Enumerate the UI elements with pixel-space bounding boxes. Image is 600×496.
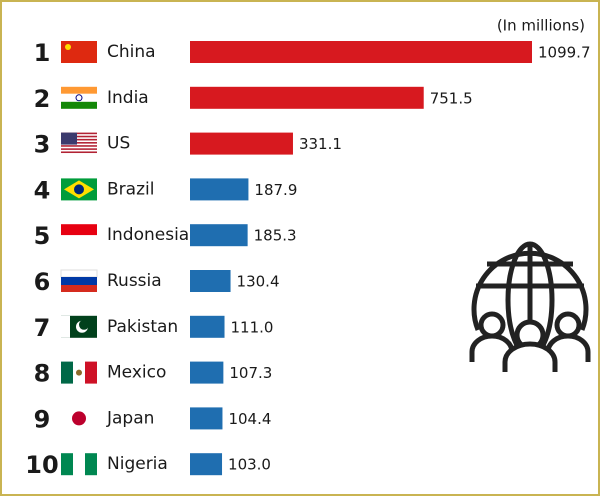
flag-icon	[61, 41, 97, 63]
bar	[190, 178, 249, 201]
flag-band	[61, 453, 73, 476]
value-label: 104.4	[228, 410, 271, 428]
flag-icon	[61, 86, 97, 109]
rank-label: 10	[25, 451, 58, 479]
category-label: China	[107, 42, 156, 62]
flag-star	[65, 44, 71, 50]
bar	[190, 315, 225, 338]
flag-stripe	[61, 138, 97, 141]
flag-icon	[60, 269, 98, 292]
flag-canton	[61, 132, 77, 145]
category-label: Brazil	[107, 179, 154, 199]
value-label: 187.9	[254, 181, 297, 199]
value-label: 103.0	[228, 456, 271, 474]
flag-band	[85, 453, 97, 476]
rank-label: 8	[34, 360, 51, 388]
flag-sun	[72, 411, 86, 426]
globe-icon	[469, 241, 591, 372]
rank-label: 5	[34, 222, 51, 250]
value-label: 751.5	[430, 89, 473, 107]
category-label: US	[107, 134, 130, 154]
flag-icon	[61, 224, 97, 247]
bar	[190, 132, 293, 155]
flag-band	[85, 361, 97, 384]
flag-hoist	[61, 315, 70, 338]
rank-label: 2	[34, 85, 51, 113]
unit-label: (In millions)	[497, 17, 585, 35]
flag-icon	[61, 407, 97, 430]
flag-band	[61, 86, 97, 94]
flag-band	[61, 361, 73, 384]
flag-band	[61, 101, 97, 109]
flag-emblem	[76, 369, 82, 376]
flag-band	[61, 93, 97, 102]
category-label: Nigeria	[107, 454, 168, 474]
category-label: Pakistan	[107, 317, 178, 337]
flag-stripe	[61, 132, 97, 135]
value-label: 111.0	[231, 318, 274, 336]
flag-stripe	[61, 145, 97, 147]
flag-band	[73, 453, 85, 476]
value-label: 1099.7	[538, 44, 591, 62]
flag-band	[61, 277, 97, 285]
rank-label: 7	[34, 314, 51, 342]
flag-stripe	[61, 135, 97, 138]
bar	[190, 224, 248, 247]
flag-icon	[61, 315, 97, 338]
flag-icon	[61, 132, 97, 154]
category-label: India	[107, 88, 149, 108]
bar	[190, 270, 231, 292]
flag-band	[61, 235, 97, 247]
flag-moon-cut	[79, 319, 89, 330]
value-label: 185.3	[254, 227, 297, 245]
rank-label: 1	[34, 39, 51, 67]
bar	[190, 407, 223, 430]
flag-stripe	[61, 148, 97, 150]
flag-band	[61, 224, 97, 236]
flag-bg	[61, 41, 97, 63]
value-label: 331.1	[299, 135, 342, 153]
value-label: 107.3	[229, 364, 272, 382]
flag-stripe	[61, 151, 97, 154]
flag-stripe	[61, 142, 97, 144]
flag-band	[61, 285, 97, 292]
bar	[190, 361, 224, 384]
flag-band	[60, 269, 98, 278]
flag-icon	[61, 178, 97, 201]
rank-label: 4	[34, 176, 51, 204]
category-label: Indonesia	[107, 225, 189, 245]
category-label: Mexico	[107, 363, 166, 383]
rank-label: 3	[34, 131, 51, 159]
category-label: Japan	[106, 408, 154, 428]
bar	[190, 453, 223, 476]
category-label: Russia	[107, 271, 162, 291]
flag-globe	[74, 184, 84, 195]
flag-wheel	[75, 94, 83, 102]
value-label: 130.4	[237, 273, 280, 291]
flag-icon	[61, 361, 97, 384]
rank-label: 6	[34, 268, 51, 296]
bar	[190, 41, 532, 63]
bar	[190, 86, 424, 109]
rank-label: 9	[34, 405, 51, 433]
flag-icon	[61, 453, 97, 476]
